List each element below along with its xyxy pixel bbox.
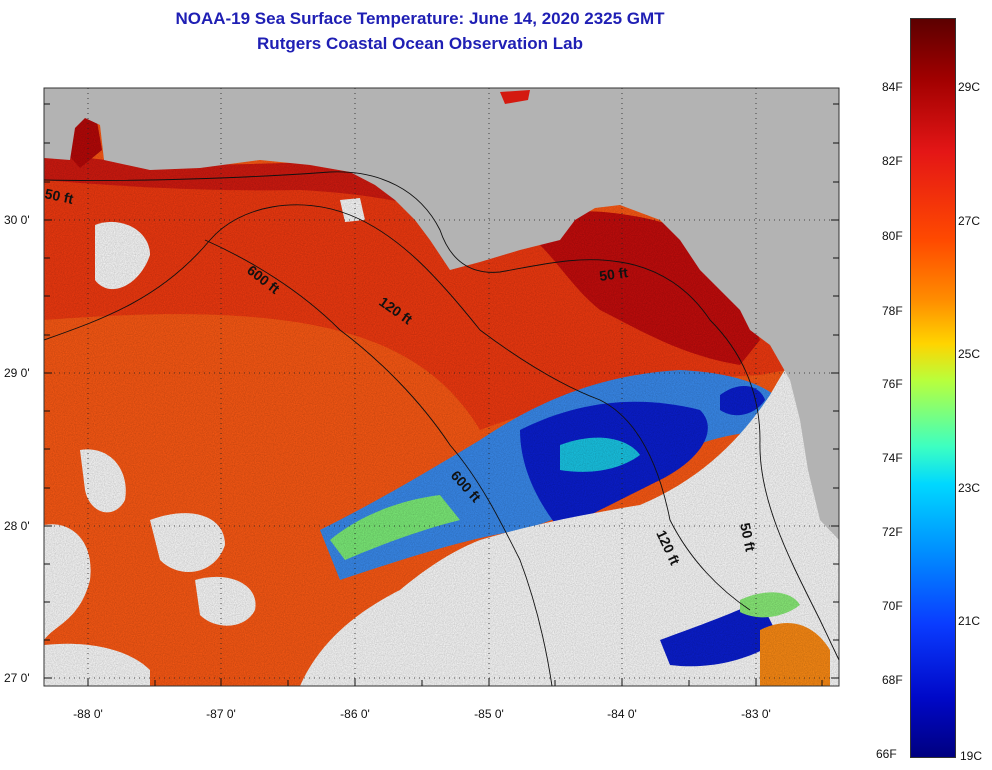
map-subtitle: Rutgers Coastal Ocean Observation Lab xyxy=(257,34,583,53)
colorbar-f-label: 74F xyxy=(882,451,903,465)
colorbar-c-label: 21C xyxy=(958,614,981,628)
contour-label: 50 ft xyxy=(737,521,759,553)
colorbar-f-label: 68F xyxy=(882,673,903,687)
colorbar-f-label: 70F xyxy=(882,599,903,613)
colorbar-f-label: 78F xyxy=(882,304,903,318)
colorbar-f-label: 66F xyxy=(876,747,897,761)
colorbar-f-label: 76F xyxy=(882,377,903,391)
longitude-label: -88 0' xyxy=(73,707,103,721)
longitude-label: -83 0' xyxy=(741,707,771,721)
map-frame xyxy=(43,87,840,687)
longitude-label: -85 0' xyxy=(474,707,504,721)
temperature-colorbar xyxy=(910,18,956,758)
inland-water xyxy=(500,90,530,104)
colorbar-c-label: 29C xyxy=(958,80,981,94)
contour-label: 50 ft xyxy=(43,185,75,207)
colorbar-c-label: 23C xyxy=(958,481,981,495)
latitude-label: 28 0' xyxy=(4,519,30,533)
longitude-label: -86 0' xyxy=(340,707,370,721)
contour-600ft xyxy=(204,239,553,687)
contour-50ft xyxy=(43,171,840,661)
land-mass xyxy=(44,88,839,540)
colorbar-f-label: 82F xyxy=(882,154,903,168)
latitude-label: 27 0' xyxy=(4,671,30,685)
colorbar-f-label: 80F xyxy=(882,229,903,243)
longitude-label: -84 0' xyxy=(607,707,637,721)
colorbar-f-label: 72F xyxy=(882,525,903,539)
latitude-label: 30 0' xyxy=(4,213,30,227)
contour-120ft xyxy=(43,204,751,611)
colorbar-f-label: 84F xyxy=(882,80,903,94)
latitude-label: 29 0' xyxy=(4,366,30,380)
colorbar-c-label: 27C xyxy=(958,214,981,228)
colorbar-c-label: 25C xyxy=(958,347,981,361)
colorbar-c-label: 19C xyxy=(960,749,983,763)
contour-label: 50 ft xyxy=(598,264,629,284)
longitude-label: -87 0' xyxy=(206,707,236,721)
map-title: NOAA-19 Sea Surface Temperature: June 14… xyxy=(175,9,665,28)
